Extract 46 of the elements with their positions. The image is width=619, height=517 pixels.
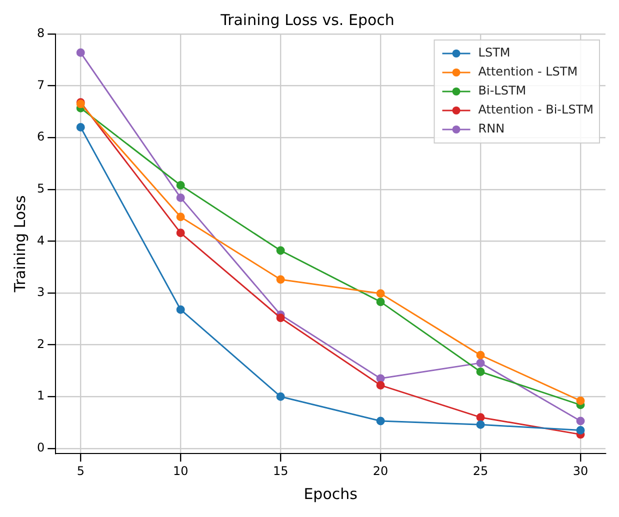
point [276, 392, 285, 401]
point [376, 416, 385, 426]
point [176, 212, 185, 222]
point [376, 380, 385, 390]
point [376, 289, 385, 298]
point [476, 420, 485, 429]
x-tick-label: 15 [272, 464, 288, 478]
point [76, 122, 85, 132]
x-tick-label: 5 [76, 464, 84, 478]
x-tick-label: 10 [172, 464, 188, 478]
y-tick-label: 0 [36, 440, 45, 455]
point [276, 246, 285, 255]
point [76, 48, 85, 57]
point [476, 350, 485, 360]
x-tick-label: 30 [572, 464, 588, 478]
point [576, 416, 585, 426]
point [176, 228, 185, 238]
y-tick-label: 3 [36, 285, 45, 300]
legend-label: Attention - Bi-LSTM [478, 102, 594, 117]
point [176, 193, 185, 202]
x-axis-title: Epochs [304, 484, 358, 503]
y-tick-label: 7 [36, 78, 45, 92]
point [476, 413, 485, 422]
point [276, 314, 285, 322]
point [276, 275, 285, 284]
point [176, 305, 185, 314]
y-tick-label: 4 [36, 233, 45, 248]
legend-label: RNN [478, 122, 505, 136]
x-tick-label: 25 [472, 464, 488, 478]
y-axis-title: Training Loss [10, 195, 29, 294]
y-tick-label: 2 [36, 336, 45, 351]
y-tick-label: 5 [36, 182, 45, 196]
y-tick-label: 6 [36, 130, 45, 144]
y-tick-label: 1 [36, 388, 45, 403]
legend-label: LSTM [478, 46, 510, 60]
point [576, 396, 585, 406]
point [476, 358, 485, 368]
point [576, 426, 585, 435]
x-tick-label: 20 [372, 464, 388, 478]
chart-title: Training Loss vs. Epoch [220, 10, 394, 29]
point [476, 368, 485, 376]
y-tick-label: 8 [36, 26, 45, 40]
point [176, 181, 185, 190]
legend-label: Attention - LSTM [478, 64, 578, 79]
point [376, 298, 385, 306]
legend-label: Bi-LSTM [478, 84, 526, 98]
